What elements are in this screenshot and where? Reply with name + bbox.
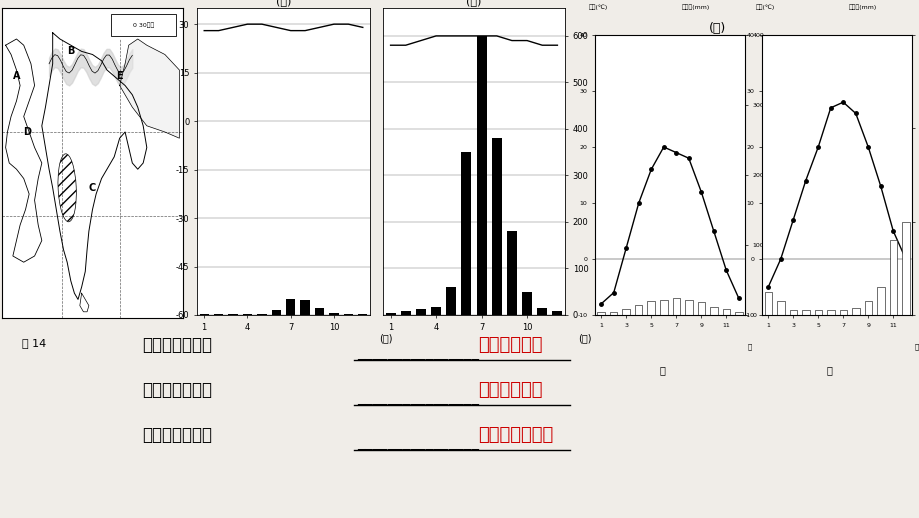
Bar	[864, 301, 871, 315]
Bar	[243, 314, 252, 315]
Bar	[609, 311, 617, 315]
FancyBboxPatch shape	[110, 14, 176, 36]
Polygon shape	[119, 39, 179, 138]
Bar	[357, 314, 367, 315]
Bar	[647, 301, 654, 315]
Bar	[446, 287, 456, 315]
Bar	[789, 310, 796, 315]
Bar	[901, 222, 909, 315]
Bar	[271, 310, 280, 315]
Bar	[709, 307, 717, 315]
Text: B: B	[67, 47, 74, 56]
Bar	[685, 299, 692, 315]
Bar	[431, 307, 440, 315]
Bar	[461, 152, 471, 315]
Text: C: C	[89, 183, 96, 193]
Text: E: E	[116, 71, 123, 81]
Text: (丙): (丙)	[709, 22, 725, 35]
Bar	[672, 297, 679, 315]
Text: ________________: ________________	[357, 346, 479, 361]
Bar	[314, 308, 323, 315]
Text: (月): (月)	[577, 334, 591, 343]
Text: 温带大陆性气候: 温带大陆性气候	[478, 426, 553, 444]
Bar	[401, 311, 410, 315]
Bar	[522, 292, 531, 315]
Text: 月: 月	[747, 343, 752, 350]
Bar	[721, 309, 729, 315]
Bar	[537, 308, 547, 315]
Text: ________________: ________________	[357, 390, 479, 405]
Bar	[734, 311, 742, 315]
Bar	[777, 301, 784, 315]
Bar	[415, 309, 425, 315]
Bar	[228, 314, 237, 315]
Text: 乙: 乙	[825, 365, 832, 376]
Bar	[659, 299, 667, 315]
Text: 降水量(mm): 降水量(mm)	[681, 4, 709, 10]
Polygon shape	[80, 293, 89, 312]
Text: 月: 月	[914, 343, 918, 350]
Bar	[889, 240, 896, 315]
Text: 降水量(mm): 降水量(mm)	[848, 4, 877, 10]
Bar	[634, 305, 641, 315]
Bar	[506, 231, 516, 315]
Text: 乙地气候类型是: 乙地气候类型是	[142, 381, 212, 399]
Bar	[329, 313, 338, 315]
Bar	[286, 299, 295, 315]
Bar	[697, 303, 704, 315]
Bar	[476, 36, 486, 315]
Text: 气温(℃): 气温(℃)	[755, 4, 775, 10]
Polygon shape	[6, 39, 41, 262]
Text: (月): (月)	[379, 334, 391, 343]
Bar	[801, 310, 809, 315]
Bar	[214, 314, 223, 315]
Text: 气温(℃): 气温(℃)	[588, 4, 607, 10]
Text: A: A	[13, 71, 20, 81]
Bar	[199, 314, 209, 315]
Bar	[492, 138, 501, 315]
Text: ________________: ________________	[357, 435, 479, 450]
Text: D: D	[23, 127, 31, 137]
Bar	[764, 292, 771, 315]
Text: 甲地气候类型是: 甲地气候类型是	[142, 336, 212, 354]
Bar	[826, 310, 834, 315]
Bar	[257, 314, 267, 315]
Bar	[301, 300, 310, 315]
Text: 热带季风气候: 热带季风气候	[478, 381, 542, 399]
Bar	[839, 310, 846, 315]
Text: 热带草原气候: 热带草原气候	[478, 336, 542, 354]
Text: 甲: 甲	[659, 365, 664, 376]
Text: 图 14: 图 14	[22, 338, 46, 348]
Bar	[344, 314, 353, 315]
Polygon shape	[41, 33, 147, 299]
Bar	[552, 311, 562, 315]
Bar	[596, 311, 605, 315]
Bar	[385, 313, 395, 315]
Title: (甲): (甲)	[276, 0, 291, 6]
Bar	[622, 309, 630, 315]
Text: 丙地气候类型是: 丙地气候类型是	[142, 426, 212, 444]
Bar	[813, 310, 821, 315]
Title: (乙): (乙)	[466, 0, 482, 6]
Text: 0 30千里: 0 30千里	[132, 22, 153, 28]
Bar	[876, 287, 883, 315]
Bar	[851, 308, 858, 315]
